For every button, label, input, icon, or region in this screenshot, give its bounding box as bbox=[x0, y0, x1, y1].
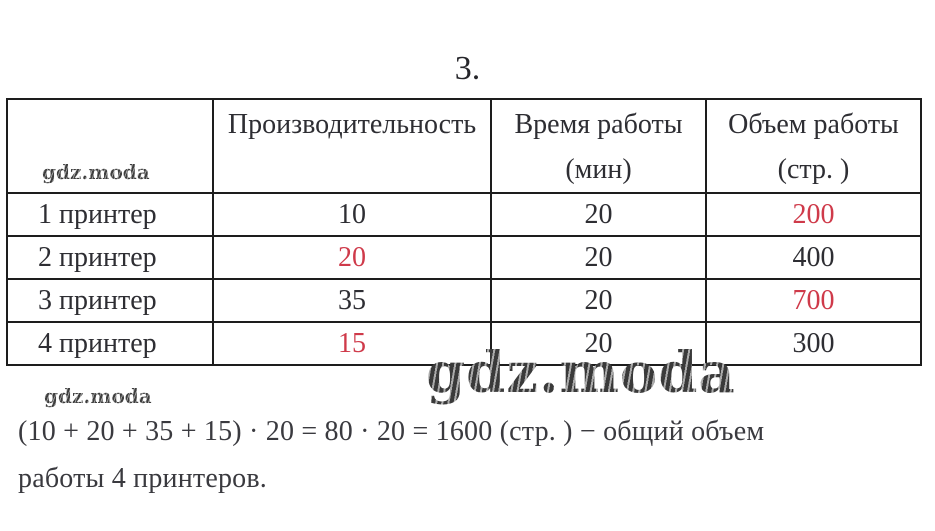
table-row: 1 принтер 10 20 200 bbox=[6, 192, 922, 237]
gdz-moda-watermark-large: gdz.moda bbox=[426, 340, 736, 406]
cell-time: 20 bbox=[490, 321, 707, 366]
gdz-moda-watermark-small: gdz.moda bbox=[44, 384, 152, 408]
header-time: Время работы (мин) bbox=[490, 98, 707, 194]
cell-time: 20 bbox=[490, 192, 707, 237]
header-time-line1: Время работы bbox=[514, 109, 683, 140]
cell-productivity: 10 bbox=[212, 192, 492, 237]
cell-productivity: 15 bbox=[212, 321, 492, 366]
cell-time: 20 bbox=[490, 235, 707, 280]
table-row: 3 принтер 35 20 700 bbox=[6, 278, 922, 323]
row-label: 4 принтер bbox=[6, 321, 214, 366]
gdz-moda-watermark-small: gdz.moda bbox=[42, 160, 150, 184]
cell-volume: 700 bbox=[705, 278, 922, 323]
header-volume-line2: (стр. ) bbox=[777, 154, 850, 185]
row-label: 2 принтер bbox=[6, 235, 214, 280]
solution-text: (10 + 20 + 35 + 15) · 20 = 80 · 20 = 160… bbox=[18, 408, 918, 502]
solution-line-1: (10 + 20 + 35 + 15) · 20 = 80 · 20 = 160… bbox=[18, 416, 765, 447]
cell-productivity: 35 bbox=[212, 278, 492, 323]
header-time-line2: (мин) bbox=[565, 154, 632, 185]
row-label: 3 принтер bbox=[6, 278, 214, 323]
row-label: 1 принтер bbox=[6, 192, 214, 237]
header-volume: Объем работы (стр. ) bbox=[705, 98, 922, 194]
cell-productivity: 20 bbox=[212, 235, 492, 280]
header-corner-cell bbox=[6, 98, 214, 194]
header-productivity: Производительность bbox=[212, 98, 492, 194]
header-volume-line1: Объем работы bbox=[728, 109, 899, 140]
table-row: 2 принтер 20 20 400 bbox=[6, 235, 922, 280]
cell-volume: 300 bbox=[705, 321, 922, 366]
cell-volume: 400 bbox=[705, 235, 922, 280]
cell-time: 20 bbox=[490, 278, 707, 323]
header-productivity-label: Производительность bbox=[227, 109, 477, 140]
cell-volume: 200 bbox=[705, 192, 922, 237]
printers-work-table: Производительность Время работы (мин) Об… bbox=[6, 98, 922, 366]
problem-number-title: 3. bbox=[454, 50, 481, 87]
solution-line-2: работы 4 принтеров. bbox=[18, 463, 267, 494]
table-header-row: Производительность Время работы (мин) Об… bbox=[6, 98, 922, 194]
table-row: 4 принтер 15 20 300 bbox=[6, 321, 922, 366]
